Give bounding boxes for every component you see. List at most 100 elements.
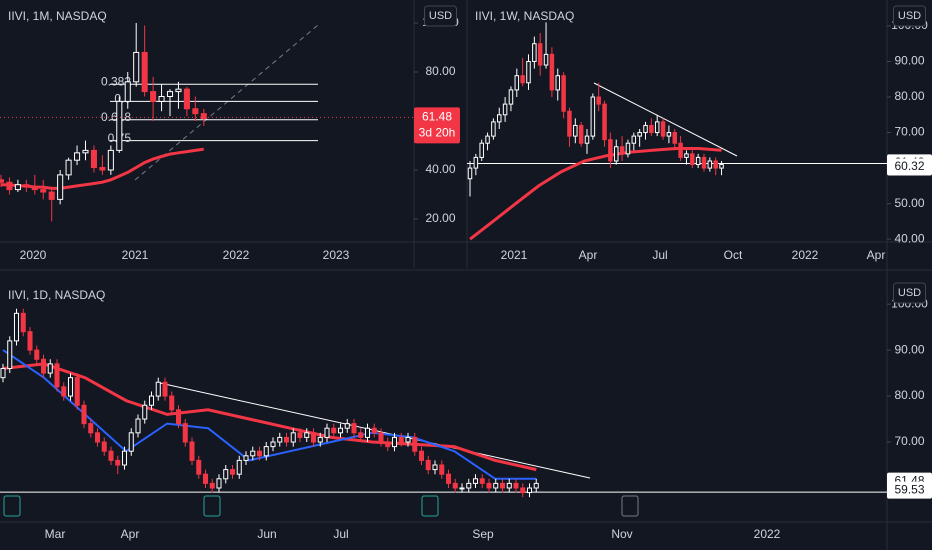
candle-body <box>613 146 619 162</box>
candle-body <box>135 418 141 434</box>
y-tick-label: 70.00 <box>894 125 924 139</box>
candle-body <box>695 156 701 166</box>
candle-body <box>643 124 648 134</box>
candle-body <box>196 459 202 475</box>
candle-body <box>467 167 473 180</box>
candle-body <box>398 436 404 443</box>
candle-body <box>508 89 514 105</box>
candle-body <box>0 367 6 379</box>
candle-body <box>40 358 47 374</box>
candle-body <box>596 96 601 105</box>
price-tag <box>887 481 932 499</box>
candle-body <box>202 473 209 484</box>
candle-body <box>47 363 53 374</box>
x-tick-label: Jul <box>652 248 667 262</box>
candle-body <box>637 132 642 137</box>
candle-body <box>283 436 290 443</box>
candle-body <box>418 450 425 461</box>
earnings-icon[interactable] <box>3 495 21 517</box>
candle-body <box>290 432 296 443</box>
candle-body <box>148 395 155 406</box>
x-tick-label: Jun <box>257 527 276 541</box>
candle-body <box>344 423 350 429</box>
candle-body <box>684 153 689 158</box>
candle-body <box>496 114 502 123</box>
currency-label: USD <box>898 287 921 299</box>
candle-body <box>81 404 87 425</box>
candle-body <box>27 331 33 351</box>
earnings-icon[interactable] <box>621 495 639 517</box>
y-tick-label: 40.00 <box>894 231 924 245</box>
candle-body <box>602 103 607 141</box>
candle-body <box>678 142 683 158</box>
y-tick-label: 80.00 <box>425 64 455 78</box>
currency-label: USD <box>429 10 452 22</box>
currency-button[interactable] <box>424 5 457 27</box>
candle-body <box>385 441 391 448</box>
candle-body <box>578 124 584 144</box>
price-tag-label: 60.32 <box>894 159 924 173</box>
chart-title: IIVI, 1M, NASDAQ <box>8 9 107 23</box>
moving-average <box>2 349 537 480</box>
candle-body <box>128 432 134 452</box>
candle-body <box>364 427 371 438</box>
candle-body <box>182 423 188 443</box>
currency-button[interactable] <box>893 282 926 304</box>
candle-body <box>619 146 625 155</box>
candle-body <box>584 135 590 144</box>
candle-body <box>90 149 97 169</box>
candle-body <box>412 436 418 452</box>
x-tick-label: Jul <box>333 527 348 541</box>
candle-body <box>256 450 263 457</box>
candle-body <box>473 156 479 169</box>
candle-body <box>65 159 72 176</box>
candle-body <box>625 142 631 155</box>
plot-area <box>0 308 887 498</box>
candle-body <box>520 487 526 494</box>
candle-body <box>631 135 637 144</box>
candle-body <box>491 121 496 137</box>
candle-body <box>13 312 20 342</box>
x-tick-label: 2022 <box>754 527 781 541</box>
candle-body <box>425 459 431 471</box>
candle-body <box>74 377 80 406</box>
x-tick-label: Apr <box>579 248 598 262</box>
candle-body <box>133 51 140 83</box>
y-tick-label: 20.00 <box>425 211 455 225</box>
candle-body <box>0 179 5 183</box>
candle-body <box>189 441 195 461</box>
fib-label: 0.382 <box>101 74 131 88</box>
earnings-icon[interactable] <box>203 495 221 517</box>
candle-body <box>537 43 543 66</box>
candle-body <box>533 482 539 489</box>
x-tick-label: Nov <box>611 527 632 541</box>
candle-body <box>439 464 445 475</box>
x-tick-label: 2022 <box>223 248 250 262</box>
candle-body <box>304 432 310 438</box>
candle-body <box>561 75 566 112</box>
candle-body <box>378 432 384 443</box>
candle-body <box>101 441 107 452</box>
candle-body <box>236 459 242 475</box>
candle-body <box>155 381 161 397</box>
candle-body <box>532 43 537 62</box>
candle-body <box>192 108 199 115</box>
candle-body <box>6 181 13 191</box>
x-tick-label: Sep <box>472 527 494 541</box>
price-tag-sublabel: 3d 20h <box>419 126 456 140</box>
candle-body <box>520 75 525 84</box>
candle-body <box>493 482 499 489</box>
candle-body <box>48 191 55 200</box>
candle-body <box>277 436 283 443</box>
candle-body <box>88 423 94 434</box>
candle-body <box>121 450 128 466</box>
candle-body <box>324 427 330 438</box>
candle-body <box>391 436 398 448</box>
candle-body <box>514 75 520 91</box>
currency-button[interactable] <box>893 5 926 27</box>
candle-body <box>74 152 81 161</box>
earnings-icon[interactable] <box>421 495 439 517</box>
chart-title: IIVI, 1D, NASDAQ <box>8 288 105 302</box>
candle-body <box>175 409 182 425</box>
